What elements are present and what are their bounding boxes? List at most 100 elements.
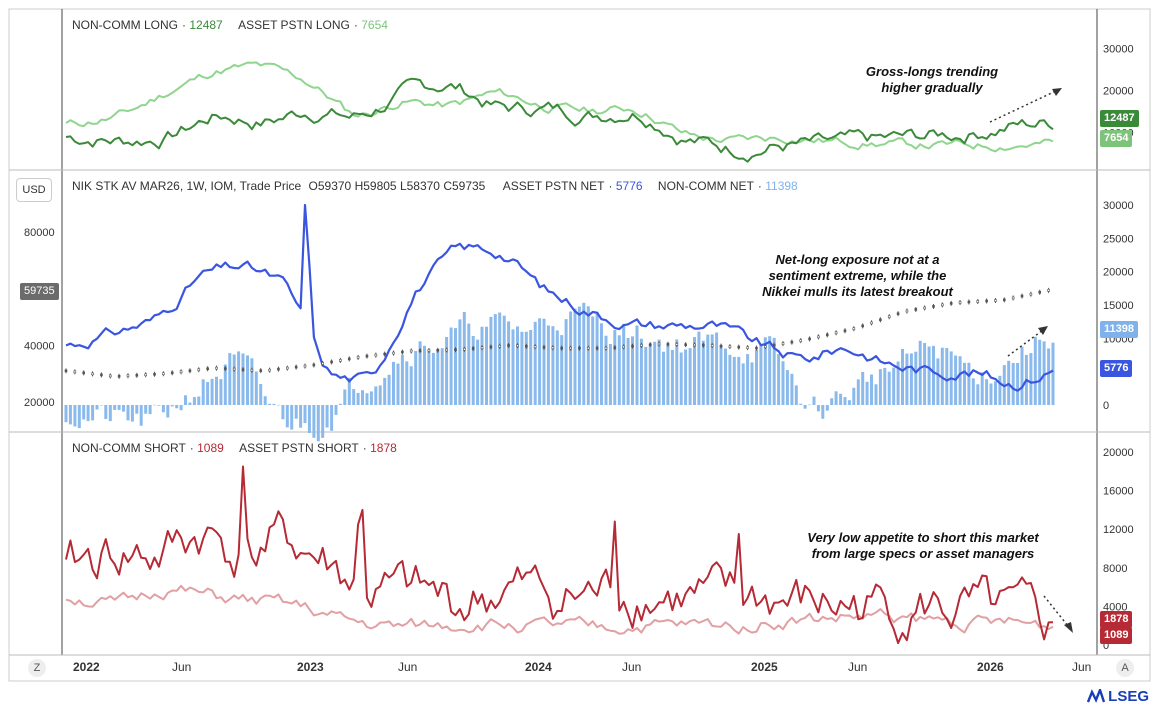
price-candle-body: [144, 373, 147, 377]
x-tick-label: 2022: [73, 660, 100, 674]
price-candle-body: [259, 369, 263, 372]
bar-noncomm-net: [936, 358, 940, 405]
bar-noncomm-net: [932, 345, 935, 405]
series-asset-short: [65, 584, 1054, 635]
trend-arrowhead-bot: [1064, 622, 1073, 633]
price-candle-body: [657, 342, 661, 346]
bar-noncomm-net: [392, 361, 395, 405]
bar-noncomm-net: [980, 372, 984, 405]
bar-noncomm-net: [307, 405, 311, 433]
bar-noncomm-net: [560, 335, 564, 405]
bar-noncomm-net: [684, 349, 688, 405]
price-candle-body: [843, 329, 847, 333]
bar-noncomm-net: [64, 405, 68, 423]
bar-noncomm-net: [971, 378, 975, 405]
price-candle-body: [100, 373, 103, 377]
bar-noncomm-net: [361, 390, 364, 405]
bar-noncomm-net: [520, 331, 524, 405]
bar-noncomm-net: [192, 397, 196, 405]
legend-ohlc: O59370 H59805 L58370 C59735: [308, 179, 486, 193]
bar-noncomm-net: [1038, 339, 1042, 405]
series-noncomm-long: [65, 77, 1054, 163]
legend-asset-net: ASSET PSTN NET: [502, 179, 605, 193]
bar-noncomm-net: [564, 319, 568, 405]
bar-noncomm-net: [303, 405, 307, 424]
price-candle-body: [640, 344, 643, 347]
bar-noncomm-net: [316, 405, 320, 442]
bar-noncomm-net: [237, 351, 241, 405]
bar-noncomm-net: [356, 392, 360, 405]
bar-noncomm-net: [440, 348, 444, 405]
price-candle-body: [693, 343, 696, 347]
bar-noncomm-net: [144, 405, 148, 414]
bar-noncomm-net: [374, 386, 378, 405]
bar-noncomm-net: [223, 364, 227, 405]
bar-noncomm-net: [719, 345, 723, 405]
price-candle-body: [622, 345, 625, 349]
bar-noncomm-net: [538, 318, 542, 405]
bar-noncomm-net: [573, 308, 577, 405]
bar-noncomm-net: [927, 346, 931, 405]
bar-noncomm-net: [631, 336, 634, 405]
bar-noncomm-net: [95, 405, 99, 410]
currency-button[interactable]: USD: [16, 178, 52, 202]
bar-noncomm-net: [914, 351, 918, 405]
mid-right-tick: 25000: [1103, 233, 1134, 245]
price-candle-body: [82, 371, 86, 375]
bot-tick-label: 0: [1103, 640, 1109, 652]
bar-noncomm-net: [423, 345, 426, 405]
bar-noncomm-net: [617, 335, 621, 405]
bar-noncomm-net: [843, 397, 847, 405]
legend-asset-long: ASSET PSTN LONG: [238, 18, 350, 32]
price-candle-body: [73, 370, 77, 374]
bar-noncomm-net: [715, 332, 719, 405]
bar-noncomm-net: [347, 377, 351, 405]
price-candle-body: [861, 324, 864, 328]
bar-noncomm-net: [263, 396, 267, 405]
bar-noncomm-net: [852, 387, 856, 405]
bar-noncomm-net: [901, 348, 904, 405]
bar-noncomm-net: [825, 405, 829, 411]
bar-noncomm-net: [861, 371, 865, 405]
bot-panel: 20000 16000 12000 8000 4000 0: [65, 447, 1134, 652]
x-tick-label: 2023: [297, 660, 324, 674]
price-candle-body: [162, 372, 165, 376]
price-candle-body: [755, 346, 758, 350]
bar-noncomm-net: [130, 405, 134, 422]
price-candle-body: [339, 359, 342, 362]
mid-right-tick: 0: [1103, 400, 1109, 412]
price-candle-body: [312, 363, 316, 367]
trend-arrowhead-top: [1052, 88, 1062, 96]
bar-noncomm-net: [405, 361, 409, 405]
bar-noncomm-net: [790, 373, 794, 405]
price-candle-body: [321, 362, 325, 365]
price-candle-body: [516, 344, 519, 348]
bar-noncomm-net: [666, 344, 670, 405]
auto-scale-button[interactable]: A: [1116, 659, 1134, 677]
bar-noncomm-net: [445, 337, 449, 405]
price-candle-body: [117, 374, 121, 378]
bar-noncomm-net: [555, 330, 559, 405]
bar-noncomm-net: [516, 326, 519, 405]
price-badge: 59735: [20, 283, 59, 300]
x-tick-label: Jun: [848, 660, 867, 674]
zoom-button[interactable]: Z: [28, 659, 46, 677]
bar-noncomm-net: [383, 377, 387, 405]
bar-noncomm-net: [73, 405, 77, 427]
bar-noncomm-net: [701, 340, 705, 405]
price-candle-body: [232, 367, 236, 371]
price-candle-body: [383, 352, 386, 356]
x-tick-label: Jun: [398, 660, 417, 674]
bar-noncomm-net: [755, 350, 758, 405]
bar-noncomm-net: [321, 405, 325, 438]
bar-noncomm-net: [467, 323, 471, 405]
bar-noncomm-net: [635, 325, 639, 405]
bar-noncomm-net: [847, 400, 851, 405]
bar-noncomm-net: [569, 311, 573, 405]
bar-noncomm-net: [763, 337, 767, 405]
bar-noncomm-net: [184, 395, 187, 405]
price-candle-body: [719, 344, 723, 348]
price-candle-body: [666, 342, 670, 346]
bot-tick-label: 8000: [1103, 563, 1127, 575]
bar-noncomm-net: [816, 405, 820, 412]
